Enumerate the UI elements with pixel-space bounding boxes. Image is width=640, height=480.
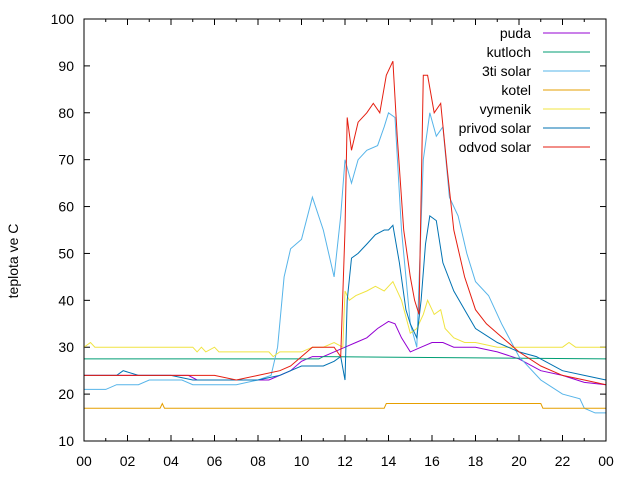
x-tick-label: 20: [511, 453, 527, 469]
x-tick-label: 02: [120, 453, 136, 469]
x-tick-label: 04: [163, 453, 179, 469]
legend-label: privod solar: [459, 120, 532, 136]
plot-frame: [83, 18, 607, 442]
y-tick-label: 70: [58, 152, 74, 168]
x-tick-label: 10: [294, 453, 310, 469]
series-line-kutloch: [84, 356, 607, 360]
y-tick-label: 20: [58, 386, 74, 402]
x-tick-label: 18: [468, 453, 484, 469]
x-tick-label: 16: [424, 453, 440, 469]
series-line-3ti-solar: [84, 111, 606, 414]
x-tick-label: 08: [250, 453, 266, 469]
series-line-puda: [84, 320, 607, 386]
x-tick-label: 00: [598, 453, 614, 469]
y-tick-label: 60: [58, 199, 74, 215]
x-tick-label: 22: [555, 453, 571, 469]
y-tick-label: 100: [51, 11, 75, 27]
y-tick-label: 30: [58, 339, 74, 355]
x-tick-label: 12: [337, 453, 353, 469]
x-tick-label: 06: [207, 453, 223, 469]
legend: puda kutloch 3ti solar kotel vymenik privod s…: [459, 25, 590, 155]
y-axis-label: teplota ve C: [5, 224, 21, 299]
x-tick-label: 14: [381, 453, 397, 469]
legend-label: 3ti solar: [482, 63, 531, 79]
legend-label: kutloch: [487, 44, 531, 60]
x-tick-label: 00: [76, 453, 92, 469]
y-tick-label: 90: [58, 58, 74, 74]
tick-labels: 00 02 04 06 08 10 12 14 16 18 20 22 0010203040506070…: [51, 11, 614, 469]
legend-label: odvod solar: [459, 139, 532, 155]
series-line-kotel: [84, 402, 606, 409]
legend-label: puda: [500, 25, 531, 41]
y-tick-label: 10: [58, 433, 74, 449]
y-tick-label: 80: [58, 105, 74, 121]
series-line-odvod-solar: [84, 60, 607, 386]
legend-label: vymenik: [480, 101, 532, 117]
series-layer: [83, 60, 607, 414]
y-tick-label: 40: [58, 292, 74, 308]
axis-ticks: [83, 18, 607, 442]
y-tick-label: 50: [58, 245, 74, 261]
series-line-vymenik: [83, 280, 606, 358]
legend-label: kotel: [501, 82, 531, 98]
